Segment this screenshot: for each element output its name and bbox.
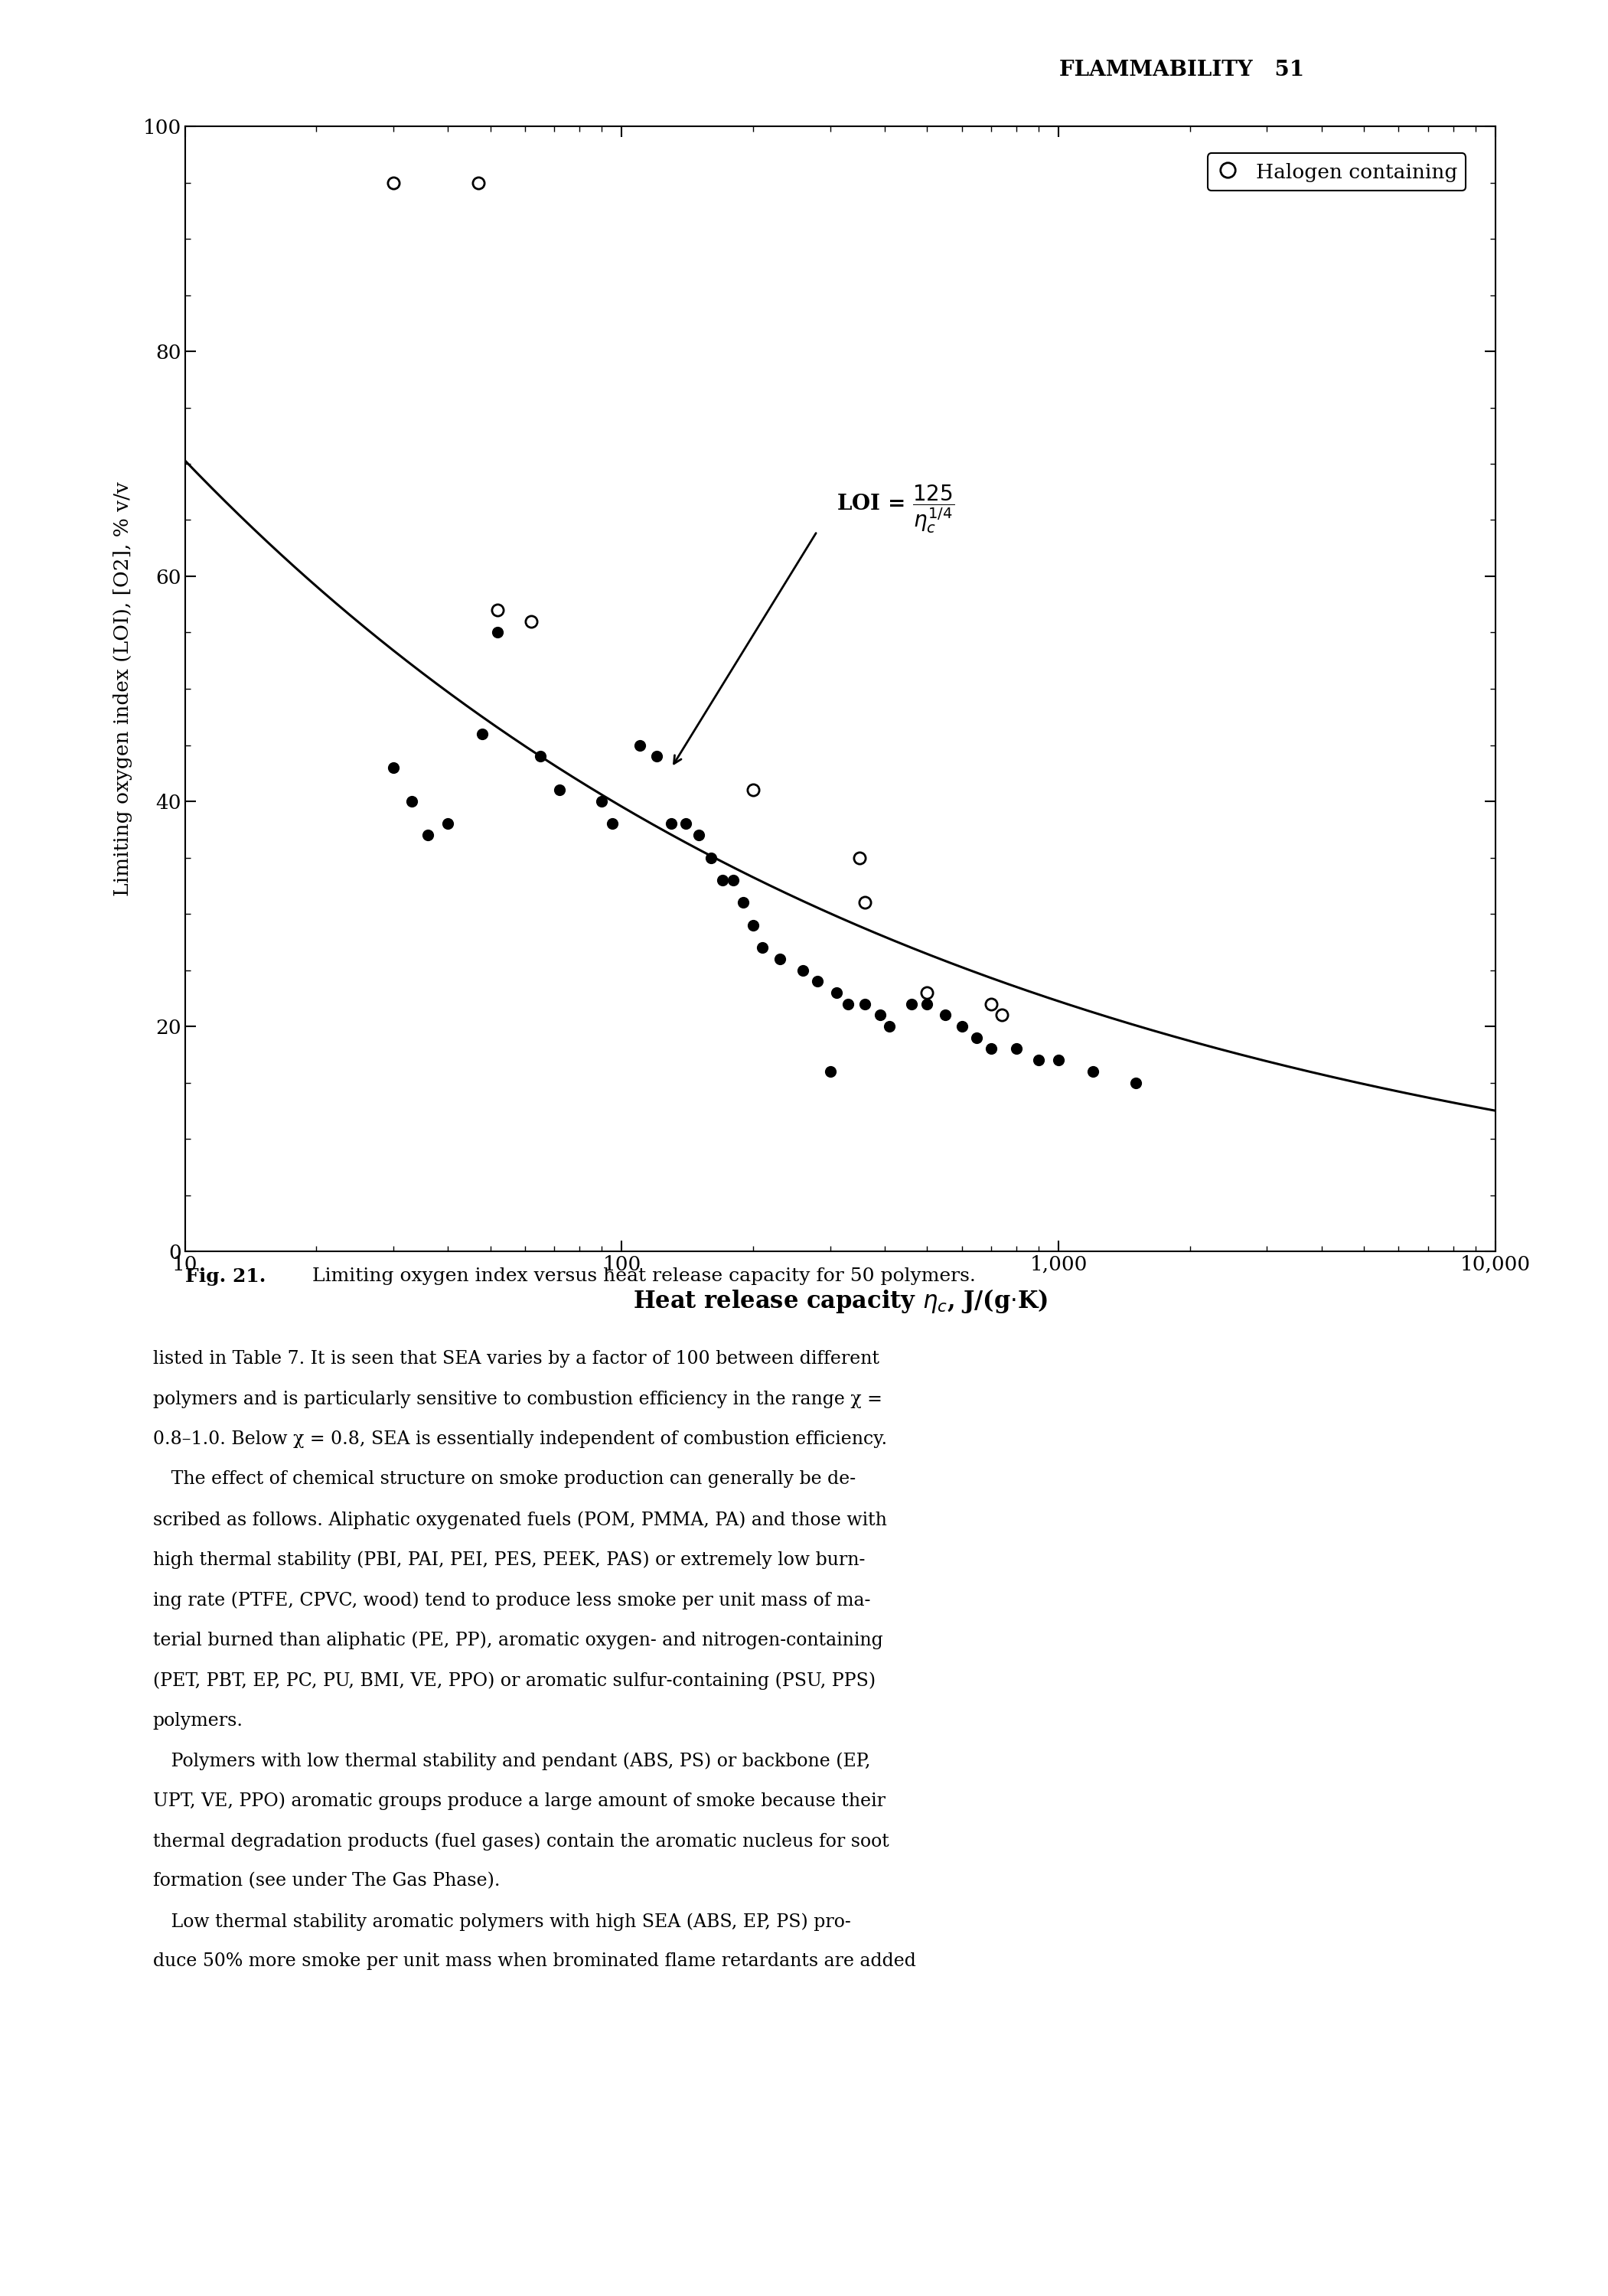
Point	[518, 604, 544, 641]
Text: 0.8–1.0. Below χ = 0.8, SEA is essentially independent of combustion efficiency.: 0.8–1.0. Below χ = 0.8, SEA is essential…	[153, 1430, 888, 1449]
Text: Limiting oxygen index versus heat release capacity for 50 polymers.: Limiting oxygen index versus heat releas…	[294, 1267, 976, 1286]
Point	[527, 737, 553, 774]
Point	[804, 962, 830, 999]
Point	[486, 615, 511, 652]
Point	[1081, 1054, 1106, 1091]
Text: listed in Table 7. It is seen that SEA varies by a factor of 100 between differe: listed in Table 7. It is seen that SEA v…	[153, 1350, 880, 1368]
Text: FLAMMABILITY   51: FLAMMABILITY 51	[1060, 60, 1304, 80]
Text: duce 50% more smoke per unit mass when brominated flame retardants are added: duce 50% more smoke per unit mass when b…	[153, 1952, 915, 1970]
Point	[740, 907, 765, 944]
Point	[1026, 1042, 1052, 1079]
Point	[589, 783, 614, 820]
Text: polymers.: polymers.	[153, 1713, 243, 1729]
Point	[436, 806, 461, 843]
Text: Fig. 21.: Fig. 21.	[185, 1267, 265, 1286]
Point	[381, 748, 407, 785]
Y-axis label: Limiting oxygen index (LOI), [O2], % v/v: Limiting oxygen index (LOI), [O2], % v/v	[113, 482, 132, 895]
Point	[740, 771, 765, 808]
Point	[643, 737, 669, 774]
Text: scribed as follows. Aliphatic oxygenated fuels (POM, PMMA, PA) and those with: scribed as follows. Aliphatic oxygenated…	[153, 1511, 886, 1529]
Point	[846, 840, 872, 877]
Point	[965, 1019, 991, 1056]
Point	[600, 806, 626, 843]
Point	[1003, 1031, 1029, 1068]
Point	[627, 726, 653, 762]
Point	[698, 840, 724, 877]
Point	[817, 1054, 843, 1091]
Point	[470, 716, 495, 753]
Point	[949, 1008, 974, 1045]
Point	[687, 817, 712, 854]
Text: polymers and is particularly sensitive to combustion efficiency in the range χ =: polymers and is particularly sensitive t…	[153, 1391, 883, 1407]
Point	[486, 592, 511, 629]
Point	[767, 941, 793, 978]
Text: LOI = $\dfrac{125}{\eta_c^{1/4}}$: LOI = $\dfrac{125}{\eta_c^{1/4}}$	[836, 482, 955, 535]
Text: formation (see under The Gas Phase).: formation (see under The Gas Phase).	[153, 1874, 500, 1890]
Text: Low thermal stability aromatic polymers with high SEA (ABS, EP, PS) pro-: Low thermal stability aromatic polymers …	[153, 1913, 851, 1931]
Text: UPT, VE, PPO) aromatic groups produce a large amount of smoke because their: UPT, VE, PPO) aromatic groups produce a …	[153, 1793, 884, 1809]
Point	[381, 165, 407, 202]
Point	[399, 783, 425, 820]
Text: ing rate (PTFE, CPVC, wood) tend to produce less smoke per unit mass of ma-: ing rate (PTFE, CPVC, wood) tend to prod…	[153, 1591, 870, 1609]
Point	[749, 930, 775, 967]
Point	[730, 884, 756, 921]
Point	[836, 985, 862, 1022]
Point	[790, 951, 815, 987]
Point	[876, 1008, 902, 1045]
X-axis label: Heat release capacity $\eta_c$, J/(g$\cdot$K): Heat release capacity $\eta_c$, J/(g$\cd…	[632, 1288, 1048, 1316]
Point	[1122, 1065, 1148, 1102]
Point	[899, 985, 925, 1022]
Point	[852, 985, 878, 1022]
Point	[867, 996, 892, 1033]
Point	[466, 165, 492, 202]
Point	[659, 806, 685, 843]
Point	[823, 974, 849, 1010]
Text: Polymers with low thermal stability and pendant (ABS, PS) or backbone (EP,: Polymers with low thermal stability and …	[153, 1752, 870, 1770]
Text: (PET, PBT, EP, PC, PU, BMI, VE, PPO) or aromatic sulfur-containing (PSU, PPS): (PET, PBT, EP, PC, PU, BMI, VE, PPO) or …	[153, 1671, 875, 1690]
Text: terial burned than aliphatic (PE, PP), aromatic oxygen- and nitrogen-containing: terial burned than aliphatic (PE, PP), a…	[153, 1630, 883, 1649]
Legend: Halogen containing: Halogen containing	[1208, 154, 1465, 191]
Point	[989, 996, 1015, 1033]
Point	[978, 1031, 1003, 1068]
Point	[852, 884, 878, 921]
Point	[1045, 1042, 1071, 1079]
Point	[933, 996, 958, 1033]
Point	[547, 771, 572, 808]
Text: thermal degradation products (fuel gases) contain the aromatic nucleus for soot: thermal degradation products (fuel gases…	[153, 1832, 889, 1851]
Text: high thermal stability (PBI, PAI, PEI, PES, PEEK, PAS) or extremely low burn-: high thermal stability (PBI, PAI, PEI, P…	[153, 1552, 865, 1568]
Point	[415, 817, 441, 854]
Text: The effect of chemical structure on smoke production can generally be de-: The effect of chemical structure on smok…	[153, 1472, 855, 1488]
Point	[672, 806, 698, 843]
Point	[978, 985, 1003, 1022]
Point	[709, 861, 735, 898]
Point	[915, 974, 941, 1010]
Point	[720, 861, 746, 898]
Point	[915, 985, 941, 1022]
